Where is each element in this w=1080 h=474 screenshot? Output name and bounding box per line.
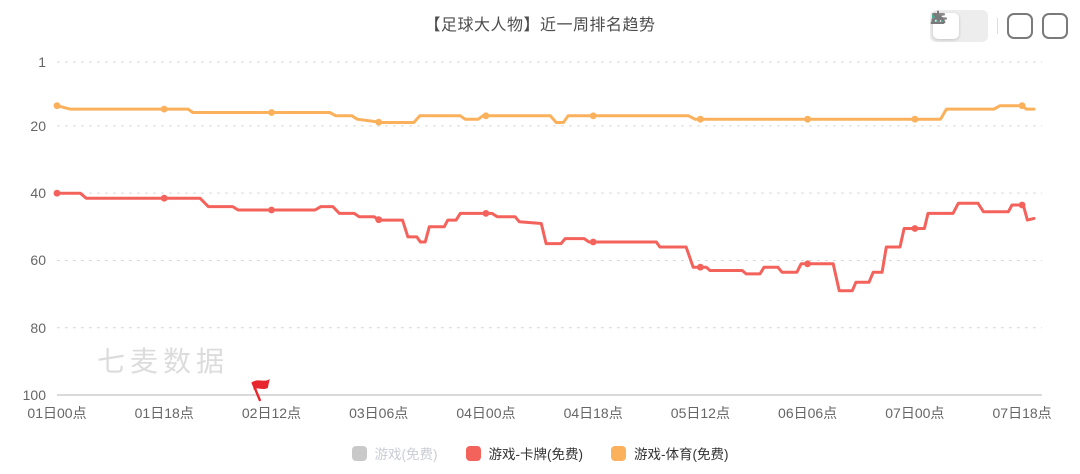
y-axis-label: 40	[30, 185, 46, 202]
x-axis-label: 06日06点	[778, 405, 838, 421]
legend-item-3[interactable]: 游戏-体育(免费)	[611, 443, 729, 463]
data-point-marker[interactable]	[53, 102, 61, 110]
data-point-marker[interactable]	[268, 109, 275, 116]
data-point-marker[interactable]	[482, 112, 490, 120]
export-image-button[interactable]	[930, 12, 1033, 39]
download-icon	[931, 10, 945, 24]
legend-label: 游戏-体育(免费)	[634, 447, 729, 462]
legend-item-2[interactable]: 游戏-卡牌(免费)	[465, 443, 584, 463]
y-axis-label: 100	[22, 386, 46, 403]
x-axis-label: 04日00点	[456, 405, 516, 421]
legend-swatch	[611, 445, 626, 461]
legend-item-1[interactable]: 游戏(免费)	[351, 443, 438, 463]
legend-label: 游戏(免费)	[374, 447, 438, 462]
data-point-marker[interactable]	[160, 105, 168, 113]
x-axis-label: 01日00点	[27, 405, 87, 421]
data-point-marker[interactable]	[589, 238, 597, 246]
data-point-marker[interactable]	[589, 112, 597, 120]
x-axis-label: 01日18点	[134, 405, 194, 421]
data-point-marker[interactable]	[697, 263, 704, 271]
data-point-marker[interactable]	[53, 189, 61, 197]
x-axis-label: 07日00点	[885, 405, 945, 421]
chart-title: 【足球大人物】近一周排名趋势	[424, 17, 656, 34]
trend-line-chart[interactable]	[0, 0, 1080, 440]
data-point-marker[interactable]	[268, 206, 275, 214]
data-point-marker[interactable]	[804, 115, 811, 123]
chart-legend: 游戏(免费) 游戏-卡牌(免费) 游戏-体育(免费)	[0, 443, 1080, 463]
data-point-marker[interactable]	[375, 216, 383, 224]
x-axis-label: 04日18点	[563, 405, 623, 421]
y-axis-label: 1	[38, 54, 46, 70]
chart-toolbar	[930, 10, 1068, 42]
y-axis-label: 60	[30, 252, 46, 269]
x-axis-label: 05日12点	[670, 405, 730, 421]
data-point-marker[interactable]	[375, 118, 383, 126]
x-axis-label: 07日18点	[992, 405, 1052, 421]
data-point-marker[interactable]	[697, 115, 704, 123]
series-line	[55, 104, 1036, 124]
download-button[interactable]	[931, 10, 1068, 39]
y-axis-label: 20	[30, 117, 46, 134]
data-point-marker[interactable]	[160, 194, 168, 202]
legend-swatch	[465, 445, 481, 461]
x-axis-label: 03日06点	[349, 405, 409, 421]
data-point-marker[interactable]	[911, 115, 919, 123]
data-point-marker[interactable]	[804, 260, 811, 268]
y-axis-label: 80	[30, 319, 46, 336]
data-point-marker[interactable]	[911, 225, 919, 232]
legend-label: 游戏-卡牌(免费)	[488, 447, 584, 462]
data-point-marker[interactable]	[1018, 102, 1026, 110]
x-axis-label: 02日12点	[241, 405, 302, 421]
legend-swatch	[351, 445, 367, 461]
data-point-marker[interactable]	[482, 210, 490, 217]
qimai-watermark: 七麦数据	[97, 346, 230, 377]
series-line	[55, 191, 1036, 293]
event-flag-marker[interactable]	[251, 378, 270, 402]
data-point-marker[interactable]	[1018, 201, 1026, 209]
toolbar-divider	[997, 18, 998, 34]
